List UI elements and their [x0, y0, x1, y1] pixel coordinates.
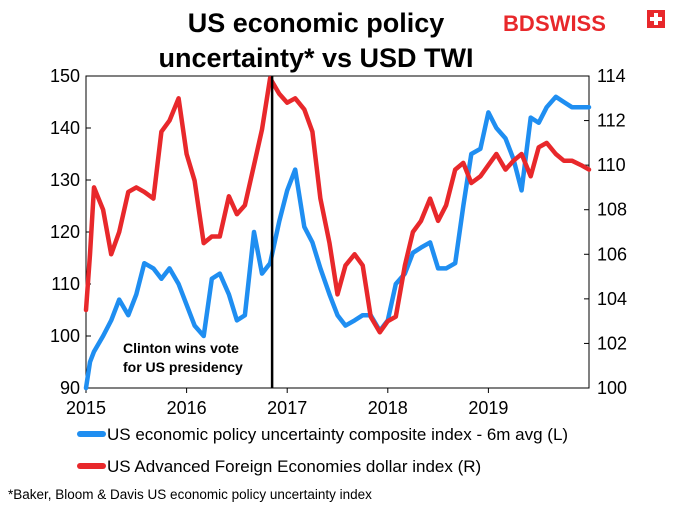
series-layer	[83, 75, 592, 391]
left-axis: 90 100 110 120 130 140 150	[50, 66, 91, 398]
event-label-line-2: for US presidency	[123, 359, 243, 375]
right-tick-label: 108	[597, 200, 627, 220]
left-tick-label: 140	[50, 118, 80, 138]
x-axis: 2015 2016 2017 2018 2019	[66, 388, 508, 418]
brand-logo: BD SWISS	[503, 10, 665, 36]
x-tick-label: 2016	[167, 398, 207, 418]
x-tick-label: 2015	[66, 398, 106, 418]
legend: US economic policy uncertainty composite…	[77, 425, 568, 476]
right-tick-label: 106	[597, 244, 627, 264]
right-tick-label: 102	[597, 333, 627, 353]
legend-label-epu: US economic policy uncertainty composite…	[107, 425, 568, 444]
right-axis: 100 102 104 106 108 110 112 114	[584, 66, 627, 398]
series-line-dollar	[83, 75, 592, 335]
chart-title-line-1: US economic policy	[188, 8, 445, 38]
logo-bd-text: BD	[503, 11, 535, 36]
logo-swiss-text: SWISS	[535, 11, 606, 36]
left-tick-label: 100	[50, 326, 80, 346]
left-tick-label: 150	[50, 66, 80, 86]
right-tick-label: 104	[597, 289, 627, 309]
left-tick-label: 90	[60, 378, 80, 398]
left-tick-label: 110	[51, 274, 80, 294]
right-tick-label: 110	[597, 155, 626, 175]
right-tick-label: 114	[597, 66, 626, 86]
event-label-line-1: Clinton wins vote	[123, 340, 239, 356]
left-tick-label: 130	[50, 170, 80, 190]
right-tick-label: 112	[597, 111, 626, 131]
x-tick-label: 2017	[267, 398, 307, 418]
left-tick-label: 120	[50, 222, 80, 242]
legend-label-dollar: US Advanced Foreign Economies dollar ind…	[107, 457, 481, 476]
footnote: *Baker, Bloom & Davis US economic policy…	[8, 487, 372, 502]
swiss-cross-icon	[647, 10, 665, 28]
x-tick-label: 2018	[368, 398, 408, 418]
chart-title-line-2: uncertainty* vs USD TWI	[158, 43, 473, 73]
x-tick-label: 2019	[468, 398, 508, 418]
series-line-epu	[83, 94, 592, 391]
right-tick-label: 100	[597, 378, 627, 398]
